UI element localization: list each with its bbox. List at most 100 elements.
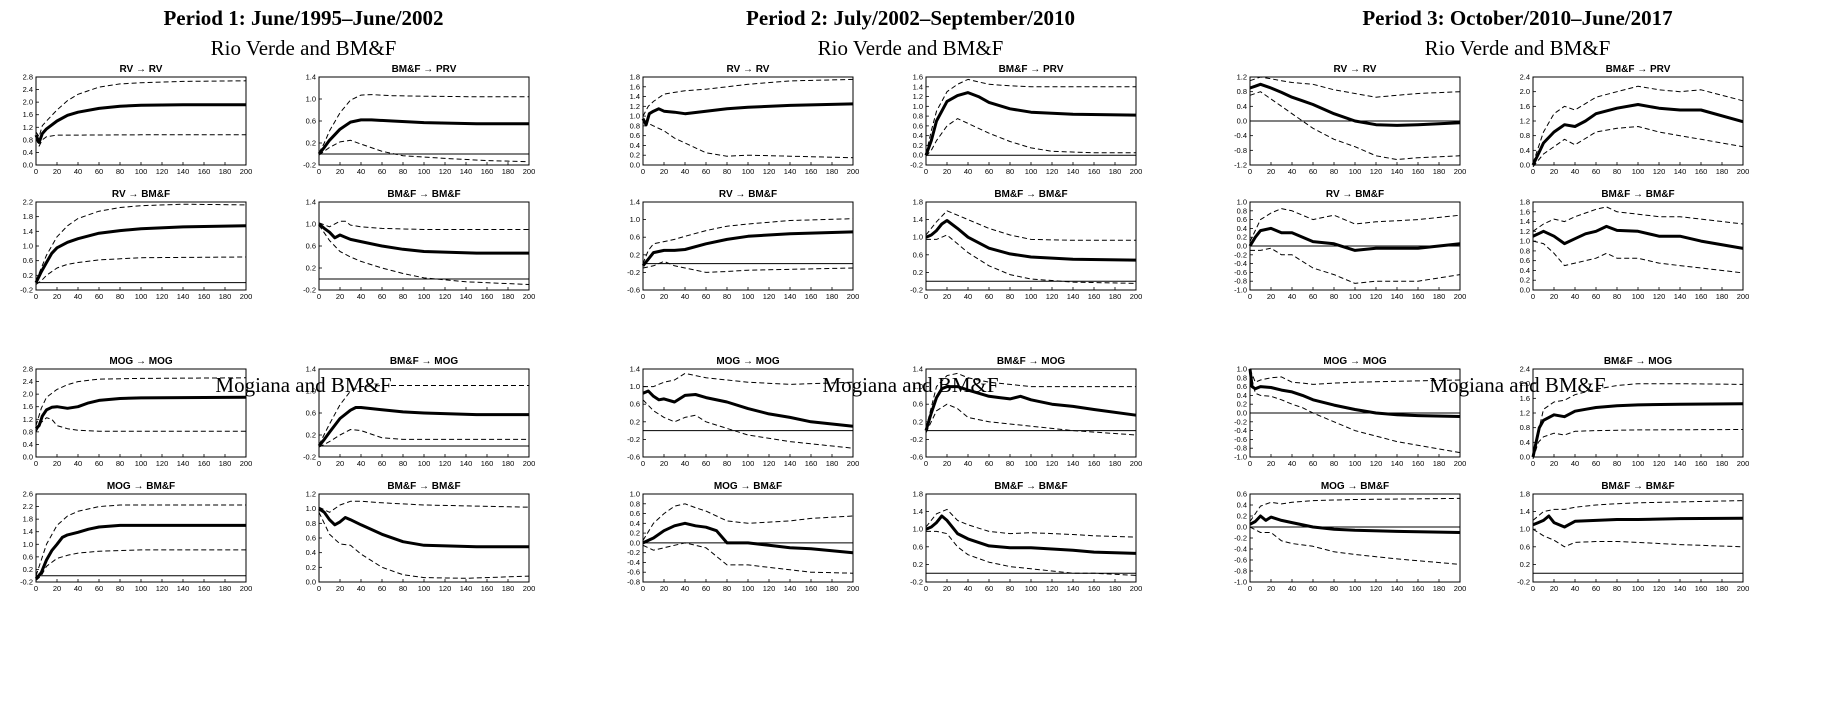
y-tick-label: 0.0 [630,161,640,170]
x-tick-label: 40 [964,292,972,301]
confidence-band-line [1532,240,1744,274]
x-tick-label: 180 [1109,584,1122,593]
y-tick-label: 0.8 [630,121,640,130]
confidence-band-line [318,220,529,230]
plot-frame [1532,493,1744,583]
chart-title: BM&F → BM&F [994,189,1067,200]
y-tick-label: -0.2 [910,578,923,587]
x-tick-label: 200 [240,292,253,301]
x-tick-label: 40 [357,167,365,176]
x-tick-label: 160 [1695,584,1708,593]
x-tick-label: 180 [1433,167,1446,176]
x-tick-label: 80 [723,584,731,593]
x-tick-label: 180 [502,292,515,301]
x-tick-label: 120 [763,292,776,301]
confidence-band-line [926,530,1137,576]
market-title: Rio Verde and BM&F [817,36,1004,60]
x-tick-label: 80 [1006,459,1014,468]
y-tick-label: 0.0 [1520,161,1530,170]
y-tick-label: 1.0 [1520,525,1530,534]
x-tick-label: 140 [177,584,190,593]
market-title: Mogiana and BM&F [822,373,999,397]
x-tick-label: 160 [1088,459,1101,468]
chart-title: MOG → BM&F [714,481,782,492]
y-tick-label: -0.2 [627,435,640,444]
x-tick-label: 40 [74,459,82,468]
x-tick-label: 40 [681,167,689,176]
y-tick-label: 1.6 [1520,102,1530,111]
x-tick-label: 120 [763,584,776,593]
y-tick-label: 1.6 [1520,394,1530,403]
x-tick-label: 0 [641,459,645,468]
x-tick-label: 20 [660,459,668,468]
x-tick-label: 140 [784,459,797,468]
y-tick-label: 0.6 [630,400,640,409]
x-tick-label: 60 [378,584,386,593]
x-tick-label: 160 [805,167,818,176]
x-tick-label: 80 [1330,459,1338,468]
x-tick-label: 80 [723,167,731,176]
y-tick-label: -0.2 [910,161,923,170]
y-tick-label: 0.4 [913,131,923,140]
x-tick-label: 60 [985,584,993,593]
y-tick-label: -0.8 [1234,444,1247,453]
x-tick-label: 160 [1412,292,1425,301]
x-tick-label: 180 [1109,167,1122,176]
x-tick-label: 120 [1370,292,1383,301]
x-tick-label: 180 [826,167,839,176]
x-tick-label: 100 [742,167,755,176]
x-tick-label: 200 [1130,167,1143,176]
x-tick-label: 140 [1067,584,1080,593]
y-tick-label: -1.0 [1234,286,1247,295]
confidence-band-line [318,385,529,446]
market-title: Mogiana and BM&F [1429,373,1606,397]
x-tick-label: 160 [198,167,211,176]
y-tick-label: 1.0 [913,102,923,111]
x-tick-label: 140 [784,292,797,301]
confidence-band-line [642,78,854,117]
confidence-band-line [1249,368,1461,385]
impulse-response-line [925,514,1137,555]
x-tick-label: 40 [964,459,972,468]
x-tick-label: 20 [660,167,668,176]
x-tick-label: 80 [116,292,124,301]
x-tick-label: 0 [641,292,645,301]
column-period-2: Period 2: July/2002–September/2010 Rio V… [607,0,1214,701]
y-tick-label: 0.0 [1237,117,1247,126]
column-period-1: Period 1: June/1995–June/2002 Rio Verde … [0,0,607,701]
x-tick-label: 80 [399,292,407,301]
plot-frame [1532,368,1744,458]
impulse-response-line [1248,226,1461,252]
x-tick-label: 180 [1109,459,1122,468]
x-tick-label: 80 [723,292,731,301]
x-tick-label: 60 [702,292,710,301]
confidence-band-line [35,80,247,138]
x-tick-label: 0 [34,459,38,468]
impulse-response-line [318,507,529,549]
y-tick-label: 1.8 [23,515,33,524]
x-tick-label: 60 [985,459,993,468]
x-tick-label: 120 [156,167,169,176]
x-tick-label: 120 [1370,167,1383,176]
x-tick-label: 0 [1531,167,1535,176]
y-tick-label: 1.0 [306,220,316,229]
x-tick-label: 180 [219,459,232,468]
y-tick-label: 1.0 [23,540,33,549]
x-tick-label: 140 [460,584,473,593]
x-tick-label: 180 [219,584,232,593]
plot-frame [1532,76,1744,166]
x-tick-label: 140 [1391,584,1404,593]
x-tick-label: 120 [439,167,452,176]
x-tick-label: 0 [34,167,38,176]
confidence-band-line [1249,497,1461,522]
x-tick-label: 40 [1571,459,1579,468]
x-tick-label: 0 [1531,292,1535,301]
x-tick-label: 40 [1571,584,1579,593]
irf-chart-p3_bmf_prv: BM&F → PRV 0.0 0.4 0.8 1.2 1.6 2.0 2.4 0 20 40 60 80… [1520,64,1750,176]
x-tick-label: 20 [1550,459,1558,468]
x-tick-label: 40 [681,459,689,468]
x-tick-label: 60 [1592,459,1600,468]
y-tick-label: 1.0 [913,233,923,242]
x-tick-label: 200 [1454,459,1467,468]
x-tick-label: 80 [116,167,124,176]
